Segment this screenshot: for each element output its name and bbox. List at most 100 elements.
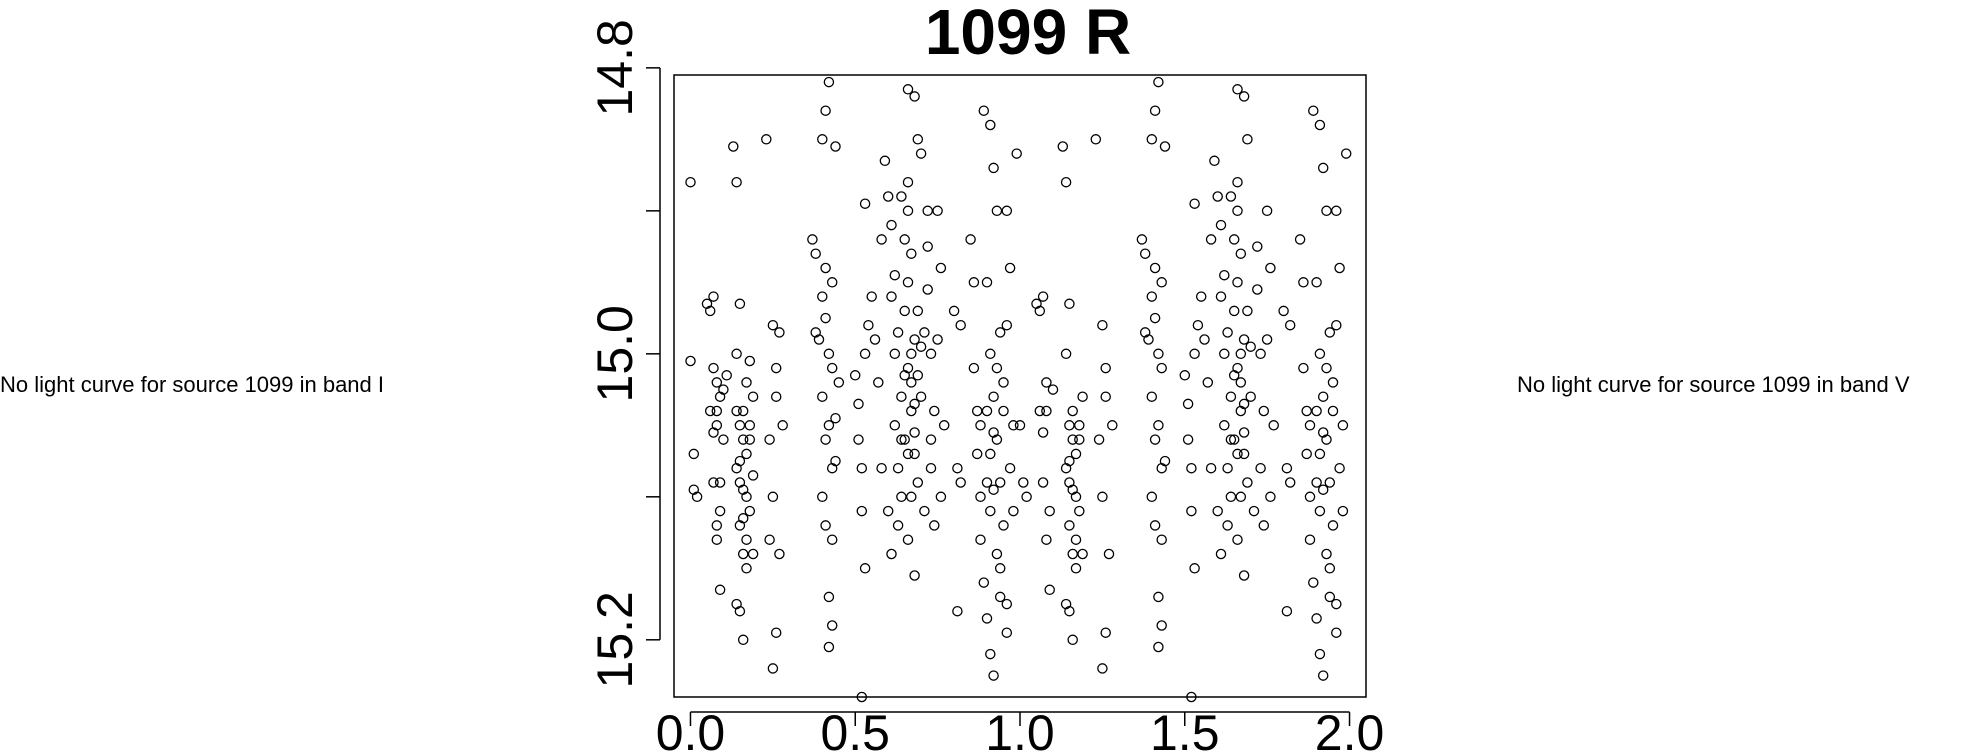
data-point <box>1064 605 1075 617</box>
data-point <box>991 205 1003 217</box>
data-point <box>1107 420 1118 431</box>
data-point <box>817 291 828 302</box>
data-point <box>820 520 831 531</box>
data-point <box>932 334 943 345</box>
data-point <box>1182 434 1194 445</box>
data-point <box>1060 176 1072 188</box>
data-point <box>764 434 775 445</box>
data-point <box>909 448 920 460</box>
data-point <box>747 391 759 402</box>
data-point <box>1146 134 1158 145</box>
data-point <box>1238 398 1250 410</box>
data-point <box>1097 663 1108 674</box>
data-point <box>1209 155 1220 167</box>
data-point <box>896 491 907 503</box>
data-point <box>1228 370 1240 381</box>
data-point <box>1179 370 1191 381</box>
data-point <box>1067 634 1078 646</box>
data-point <box>1156 462 1167 474</box>
data-point <box>929 405 940 417</box>
data-point <box>985 505 996 517</box>
data-point <box>1278 305 1289 317</box>
data-point <box>1301 405 1312 417</box>
data-point <box>688 484 700 495</box>
data-point <box>912 370 924 381</box>
data-point <box>948 305 960 317</box>
data-point <box>731 598 742 610</box>
data-point <box>968 362 980 374</box>
data-point <box>998 377 1009 388</box>
data-point <box>1232 534 1243 545</box>
y-tick-label: 14.8 <box>587 19 643 116</box>
data-point <box>1044 584 1055 596</box>
data-point <box>1228 305 1240 317</box>
data-point <box>1011 148 1022 159</box>
data-point <box>1074 420 1085 431</box>
data-point <box>1037 291 1049 302</box>
data-point <box>896 434 907 445</box>
data-point <box>988 670 999 681</box>
data-point <box>711 420 723 431</box>
data-point <box>1232 277 1243 288</box>
data-point <box>1093 434 1105 445</box>
data-point <box>701 298 713 310</box>
data-point <box>1298 277 1309 288</box>
data-point <box>988 162 999 174</box>
data-point <box>906 491 917 503</box>
data-point <box>1284 319 1296 331</box>
data-point <box>1100 627 1111 638</box>
data-point <box>737 513 749 524</box>
data-point <box>1235 405 1247 417</box>
data-point <box>1245 341 1256 352</box>
x-tick-label: 0.0 <box>656 705 726 756</box>
data-point <box>817 491 828 503</box>
data-point <box>1314 648 1326 660</box>
data-point <box>1225 491 1237 503</box>
data-point <box>741 563 752 574</box>
data-point <box>1097 491 1108 503</box>
data-point <box>813 334 825 345</box>
data-point <box>853 434 864 445</box>
data-point <box>1331 627 1342 638</box>
data-point <box>906 377 917 388</box>
data-point <box>826 534 838 545</box>
data-point <box>971 448 983 460</box>
data-point <box>1037 427 1049 438</box>
data-point <box>734 420 746 431</box>
data-point <box>994 591 1006 603</box>
data-point <box>1153 641 1164 653</box>
data-point <box>968 277 980 288</box>
data-point <box>1149 262 1161 274</box>
data-point <box>708 362 719 374</box>
data-point <box>1070 491 1082 503</box>
data-point <box>1317 670 1329 681</box>
data-point <box>1235 348 1247 360</box>
data-point <box>1261 205 1273 217</box>
chart-title: 1099 R <box>925 0 1131 68</box>
data-point <box>988 427 999 438</box>
y-tick-label: 15.2 <box>587 591 643 688</box>
data-point <box>935 491 947 503</box>
data-point <box>1314 348 1326 360</box>
data-point <box>718 434 729 445</box>
data-point <box>902 277 914 288</box>
data-point <box>892 327 904 338</box>
data-point <box>1235 248 1247 259</box>
data-point <box>994 563 1006 574</box>
data-point <box>922 284 933 295</box>
data-point <box>774 548 785 560</box>
data-point <box>1070 563 1082 574</box>
data-point <box>817 391 828 402</box>
data-point <box>1215 548 1227 560</box>
data-point <box>731 348 742 360</box>
data-point <box>770 627 782 638</box>
data-point <box>886 548 897 560</box>
data-point <box>994 327 1006 338</box>
data-point <box>734 520 746 531</box>
data-point <box>731 462 742 474</box>
data-point <box>1100 362 1111 374</box>
data-point <box>1304 491 1316 503</box>
data-point <box>770 391 782 402</box>
data-point <box>925 434 937 445</box>
data-point <box>747 470 759 481</box>
